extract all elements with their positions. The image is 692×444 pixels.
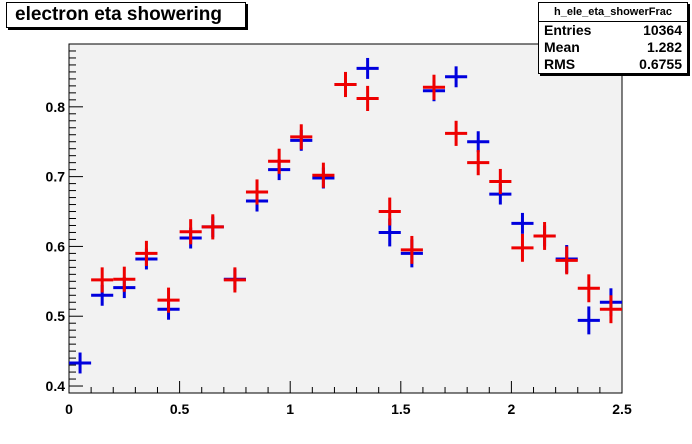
stats-entries-label: Entries	[544, 22, 592, 38]
x-tick-label: 1.5	[391, 401, 411, 417]
data-point	[290, 124, 313, 150]
data-point	[69, 352, 92, 374]
data-point	[334, 71, 357, 98]
stats-row-mean: Mean 1.282	[539, 39, 687, 56]
data-point	[179, 219, 202, 245]
data-point	[467, 150, 490, 176]
data-point	[223, 267, 246, 293]
stats-rms-value: 0.6755	[639, 56, 682, 72]
stats-row-rms: RMS 0.6755	[539, 56, 687, 73]
y-tick-label: 0.4	[46, 378, 66, 394]
axes: 0 0.5 1 1.5 2 2.5 0.4 0.5 0.6 0.7 0.8	[46, 43, 632, 417]
stats-row-entries: Entries 10364	[539, 22, 687, 39]
y-tick-label: 0.5	[46, 308, 66, 324]
data-point	[378, 197, 401, 226]
data-point	[511, 233, 534, 262]
data-point	[268, 148, 291, 174]
x-tick-label: 2.5	[612, 401, 632, 417]
y-tick-label: 0.7	[46, 169, 66, 185]
data-point	[312, 162, 335, 188]
x-tick-label: 1	[286, 401, 294, 417]
data-point	[157, 287, 180, 313]
x-tick-label: 2	[508, 401, 516, 417]
title-box: electron eta showering	[6, 2, 246, 28]
data-point	[245, 179, 269, 205]
stats-box: h_ele_eta_showerFrac Entries 10364 Mean …	[538, 2, 688, 74]
data-point	[533, 221, 556, 250]
data-point	[511, 212, 534, 234]
data-point	[400, 235, 423, 264]
stats-mean-value: 1.282	[646, 39, 682, 55]
data-point	[91, 267, 114, 293]
data-point	[113, 266, 136, 292]
data-point	[356, 85, 379, 112]
x-tick-label: 0.5	[170, 401, 190, 417]
stats-histogram-name: h_ele_eta_showerFrac	[539, 3, 687, 22]
data-point	[577, 306, 600, 335]
data-point	[422, 74, 446, 100]
stats-entries-value: 10364	[643, 22, 682, 38]
plot-area	[68, 43, 623, 394]
data-point	[577, 274, 600, 303]
data-point	[467, 131, 490, 153]
data-point	[489, 168, 512, 195]
y-tick-label: 0.6	[46, 238, 66, 254]
data-point	[445, 120, 468, 146]
stats-mean-label: Mean	[544, 39, 580, 55]
series-1	[91, 71, 622, 324]
x-tick-label: 0	[65, 401, 73, 417]
chart-title: electron eta showering	[15, 4, 222, 25]
data-point	[555, 246, 578, 275]
data-point	[599, 295, 622, 324]
data-point	[201, 214, 224, 240]
data-point	[135, 240, 158, 266]
stats-rms-label: RMS	[544, 56, 576, 72]
data-points	[69, 57, 622, 374]
data-point	[356, 57, 379, 79]
y-tick-label: 0.8	[46, 99, 66, 115]
data-point	[445, 66, 468, 88]
